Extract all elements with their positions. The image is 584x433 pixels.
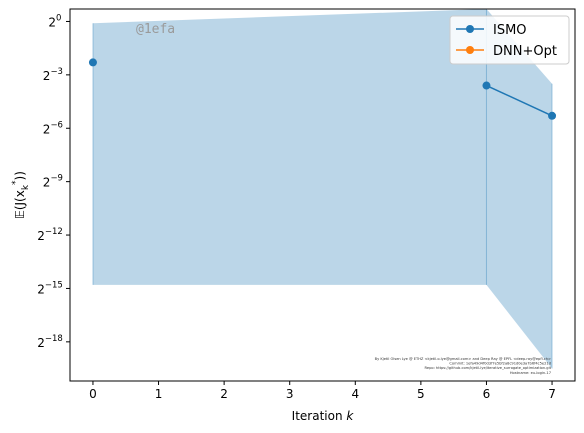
y-tick-label: 20 — [48, 13, 61, 29]
line-layer — [486, 84, 553, 117]
x-tick-label: 5 — [417, 387, 425, 401]
data-point — [482, 81, 491, 90]
legend: ISMO DNN+Opt — [449, 15, 570, 65]
legend-marker — [466, 46, 474, 54]
watermark: @1efa — [136, 22, 175, 37]
legend-label: DNN+Opt — [493, 44, 557, 59]
axes-frame — [69, 8, 576, 382]
credit-line: Hostname: eu-login-17 — [510, 371, 551, 375]
y-tick-label: 2−3 — [43, 67, 63, 83]
credit-line: Repo: https://github.com/kjetil-lye/iter… — [425, 366, 552, 370]
data-point — [548, 111, 557, 120]
x-axis-ticks: 0 1 2 3 4 5 6 7 — [89, 381, 556, 401]
y-axis-label: 𝔼(J(xk*)) — [11, 171, 31, 219]
y-tick-label: 2−12 — [37, 227, 63, 243]
x-tick-label: 6 — [483, 387, 491, 401]
x-tick-label: 7 — [548, 387, 556, 401]
band-layer — [92, 9, 553, 369]
credit-line: Commit: 1efa49d4f0d3f7e5bf2a8c91d0e3a7b6… — [449, 362, 551, 366]
y-tick-label: 2−6 — [43, 120, 63, 136]
y-axis-ticks: 20 2−3 2−6 2−9 2−12 2−15 2−18 — [37, 13, 70, 350]
credit-text: By Kjetil Olsen Lye @ ETHZ <kjetil.o.lye… — [375, 357, 552, 375]
x-tick-label: 3 — [286, 387, 294, 401]
y-tick-label: 2−9 — [43, 174, 63, 190]
legend-box — [449, 15, 570, 65]
y-tick-label: 2−18 — [37, 334, 63, 350]
credit-line: By Kjetil Olsen Lye @ ETHZ <kjetil.o.lye… — [375, 357, 551, 361]
x-tick-label: 4 — [351, 387, 359, 401]
series-line-segment — [486, 84, 553, 117]
point-layer — [88, 58, 557, 120]
x-tick-label: 2 — [220, 387, 228, 401]
confidence-band — [92, 9, 553, 369]
x-axis-label: Iteration k — [292, 409, 355, 423]
data-point — [88, 58, 97, 67]
y-tick-label: 2−15 — [37, 280, 63, 296]
x-tick-label: 1 — [155, 387, 163, 401]
x-tick-label: 0 — [89, 387, 97, 401]
legend-label: ISMO — [493, 23, 527, 38]
legend-marker — [466, 25, 474, 33]
